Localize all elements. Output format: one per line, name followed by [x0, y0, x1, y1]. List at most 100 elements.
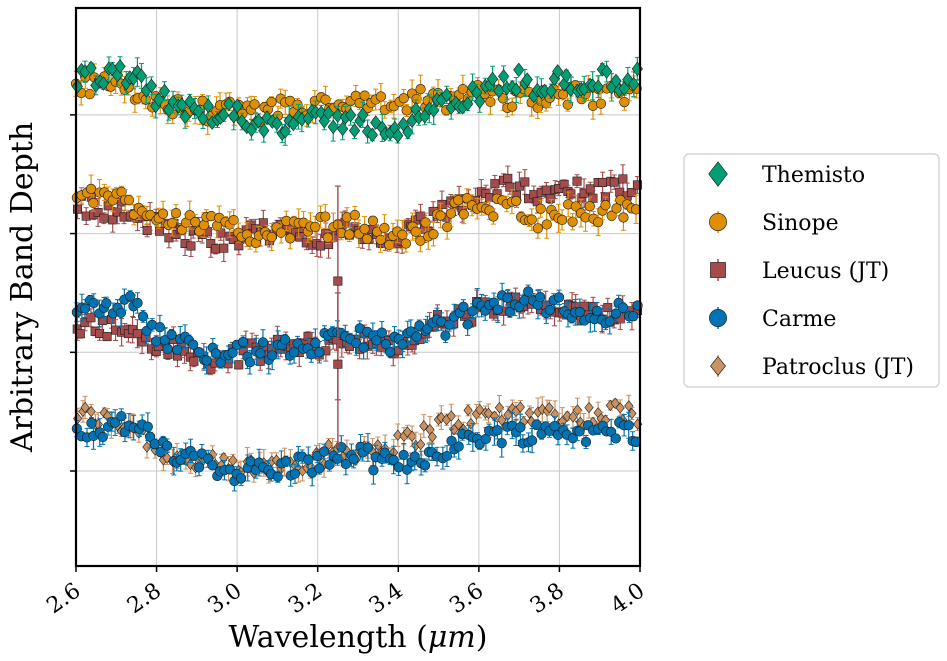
data-point — [320, 211, 331, 222]
data-point — [585, 184, 595, 194]
data-point — [137, 311, 149, 322]
data-point — [618, 212, 629, 223]
data-point — [610, 308, 622, 319]
data-point — [398, 449, 409, 461]
data-point — [80, 318, 90, 328]
data-point — [362, 233, 373, 245]
data-point — [627, 407, 637, 420]
data-point — [445, 208, 457, 219]
data-point — [272, 471, 283, 482]
data-point — [223, 96, 235, 112]
data-point — [428, 229, 439, 240]
data-point — [496, 438, 507, 449]
data-point — [520, 177, 530, 187]
data-point — [618, 174, 628, 184]
data-point — [416, 438, 426, 451]
data-point — [228, 108, 240, 124]
data-point — [566, 189, 576, 199]
legend-item: Themisto — [708, 161, 865, 188]
data-point — [410, 226, 421, 237]
data-point — [345, 107, 357, 123]
data-point — [397, 339, 408, 350]
data-point — [276, 227, 287, 238]
data-point — [172, 344, 183, 356]
data-point — [549, 421, 560, 432]
data-point — [153, 92, 165, 107]
data-point — [427, 431, 437, 443]
data-point — [562, 410, 572, 422]
legend-marker — [710, 262, 726, 278]
x-tick-label: 3.2 — [284, 578, 327, 619]
data-point — [511, 195, 522, 207]
data-point — [337, 121, 349, 137]
legend-item: Sinope — [709, 211, 839, 236]
data-point — [236, 114, 248, 129]
data-point — [420, 217, 431, 228]
data-point — [622, 72, 634, 87]
points-layer — [70, 56, 643, 492]
data-point — [458, 209, 469, 220]
data-point — [228, 214, 239, 226]
data-point — [81, 211, 91, 221]
data-point — [568, 411, 578, 423]
legend-item: Patroclus (JT) — [710, 355, 914, 380]
x-tick-label: 2.6 — [42, 578, 85, 619]
data-point — [132, 297, 143, 309]
data-point — [73, 204, 83, 214]
data-point — [521, 72, 533, 87]
data-point — [266, 231, 277, 243]
data-point — [102, 332, 112, 342]
series-themisto — [71, 56, 643, 146]
legend-marker — [709, 309, 727, 327]
x-tick-label: 3.8 — [526, 578, 569, 619]
data-point — [84, 88, 95, 100]
data-point — [367, 215, 379, 226]
data-point — [186, 241, 196, 251]
data-point — [513, 62, 525, 78]
data-point — [145, 78, 157, 94]
data-point — [244, 357, 255, 368]
data-point — [453, 441, 464, 452]
data-point — [619, 97, 630, 108]
data-point — [560, 68, 572, 83]
data-point — [492, 425, 503, 436]
legend-label: Themisto — [762, 163, 865, 188]
x-tick-label: 2.8 — [123, 578, 166, 619]
data-point — [598, 177, 608, 187]
data-point — [574, 426, 585, 437]
data-point — [604, 316, 615, 327]
data-point — [320, 94, 331, 105]
data-point — [197, 111, 209, 127]
x-axis-title-unit: μm — [428, 620, 476, 655]
data-point — [632, 180, 642, 190]
data-point — [407, 430, 417, 442]
data-point — [97, 431, 108, 443]
data-point — [503, 173, 513, 183]
data-point — [392, 128, 404, 144]
legend-item: Leucus (JT) — [710, 259, 889, 284]
outlier-point — [333, 185, 343, 448]
data-point — [349, 209, 360, 221]
x-tick-label: 3.4 — [365, 578, 408, 619]
data-point — [552, 64, 564, 79]
legend-items: Themisto Sinope Leucus (JT) Carme Patroclus … — [708, 161, 914, 380]
data-point — [393, 462, 404, 473]
data-point — [544, 304, 556, 316]
data-point — [249, 99, 260, 110]
data-point — [322, 232, 333, 243]
data-point — [440, 330, 451, 341]
data-point — [375, 234, 386, 245]
data-point — [71, 79, 83, 94]
data-point — [623, 420, 634, 431]
data-point — [553, 292, 565, 303]
data-point — [541, 219, 552, 230]
data-point — [88, 197, 99, 209]
data-point — [628, 311, 639, 322]
data-point — [505, 182, 515, 192]
data-point — [85, 60, 97, 76]
data-point — [158, 83, 171, 99]
x-tick-label: 3.0 — [204, 578, 247, 619]
data-point — [603, 303, 613, 313]
data-point — [279, 334, 291, 345]
